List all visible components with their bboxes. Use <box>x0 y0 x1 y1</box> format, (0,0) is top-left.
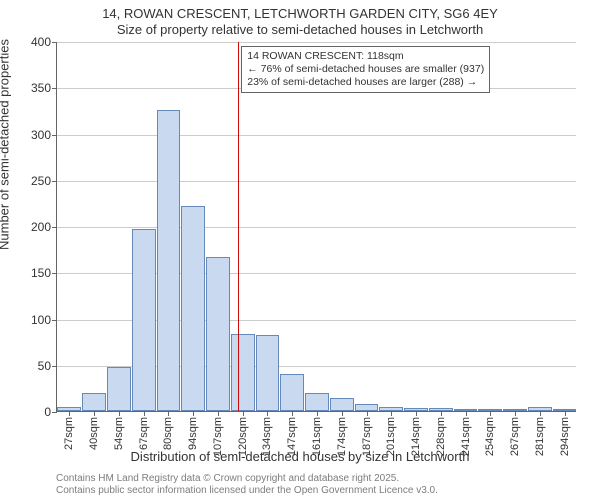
xtick-mark <box>342 411 343 416</box>
xtick-mark <box>243 411 244 416</box>
ytick-mark <box>52 88 57 89</box>
xtick-mark <box>267 411 268 416</box>
gridline <box>57 135 576 136</box>
annotation-line: ← 76% of semi-detached houses are smalle… <box>247 63 484 76</box>
y-axis-label: Number of semi-detached properties <box>0 39 12 250</box>
annotation-line: 23% of semi-detached houses are larger (… <box>247 76 484 89</box>
xtick-mark <box>168 411 169 416</box>
histogram-bar <box>355 404 379 411</box>
xtick-mark <box>69 411 70 416</box>
y-axis-label-text: Number of semi-detached properties <box>0 39 12 250</box>
ytick-mark <box>52 320 57 321</box>
xtick-label: 54sqm <box>113 417 125 450</box>
xtick-mark <box>144 411 145 416</box>
ytick-label: 50 <box>38 359 51 373</box>
xtick-label: 40sqm <box>88 417 100 450</box>
histogram-bar <box>256 335 280 411</box>
histogram-bar <box>280 374 304 411</box>
ytick-label: 250 <box>31 174 51 188</box>
gridline <box>57 181 576 182</box>
ytick-label: 200 <box>31 220 51 234</box>
xtick-mark <box>218 411 219 416</box>
ytick-label: 400 <box>31 35 51 49</box>
xtick-mark <box>391 411 392 416</box>
reference-line <box>238 42 239 411</box>
ytick-mark <box>52 366 57 367</box>
xtick-mark <box>540 411 541 416</box>
ytick-mark <box>52 135 57 136</box>
chart-title-line1: 14, ROWAN CRESCENT, LETCHWORTH GARDEN CI… <box>0 6 600 21</box>
xtick-label: 80sqm <box>162 417 174 450</box>
xtick-mark <box>466 411 467 416</box>
histogram-bar <box>157 110 181 411</box>
histogram-bar <box>330 398 354 411</box>
histogram-bar <box>206 257 230 411</box>
ytick-mark <box>52 412 57 413</box>
annotation-box: 14 ROWAN CRESCENT: 118sqm← 76% of semi-d… <box>241 46 490 93</box>
xtick-mark <box>317 411 318 416</box>
ytick-label: 350 <box>31 81 51 95</box>
xtick-label: 94sqm <box>187 417 199 450</box>
histogram-bar <box>305 393 329 412</box>
histogram-bar <box>181 206 205 411</box>
xtick-mark <box>367 411 368 416</box>
gridline <box>57 42 576 43</box>
histogram-chart: 14, ROWAN CRESCENT, LETCHWORTH GARDEN CI… <box>0 0 600 500</box>
chart-title-line2: Size of property relative to semi-detach… <box>0 22 600 37</box>
xtick-mark <box>292 411 293 416</box>
xtick-mark <box>515 411 516 416</box>
histogram-bar <box>132 229 156 411</box>
ytick-label: 150 <box>31 266 51 280</box>
footer-text-2: Contains public sector information licen… <box>56 485 438 496</box>
histogram-bar <box>82 393 106 412</box>
histogram-bar <box>231 334 255 411</box>
xtick-mark <box>490 411 491 416</box>
annotation-line: 14 ROWAN CRESCENT: 118sqm <box>247 50 484 63</box>
ytick-mark <box>52 181 57 182</box>
xtick-mark <box>94 411 95 416</box>
xtick-label: 67sqm <box>138 417 150 450</box>
histogram-bar <box>107 367 131 411</box>
xtick-mark <box>565 411 566 416</box>
ytick-mark <box>52 273 57 274</box>
ytick-label: 300 <box>31 128 51 142</box>
xtick-mark <box>193 411 194 416</box>
xtick-mark <box>416 411 417 416</box>
ytick-mark <box>52 227 57 228</box>
xtick-mark <box>441 411 442 416</box>
ytick-label: 0 <box>44 405 51 419</box>
x-axis-label: Distribution of semi-detached houses by … <box>0 449 600 464</box>
plot-area: 05010015020025030035040027sqm40sqm54sqm6… <box>56 42 576 412</box>
xtick-label: 27sqm <box>63 417 75 450</box>
ytick-label: 100 <box>31 313 51 327</box>
xtick-mark <box>119 411 120 416</box>
footer-text-1: Contains HM Land Registry data © Crown c… <box>56 473 399 484</box>
ytick-mark <box>52 42 57 43</box>
